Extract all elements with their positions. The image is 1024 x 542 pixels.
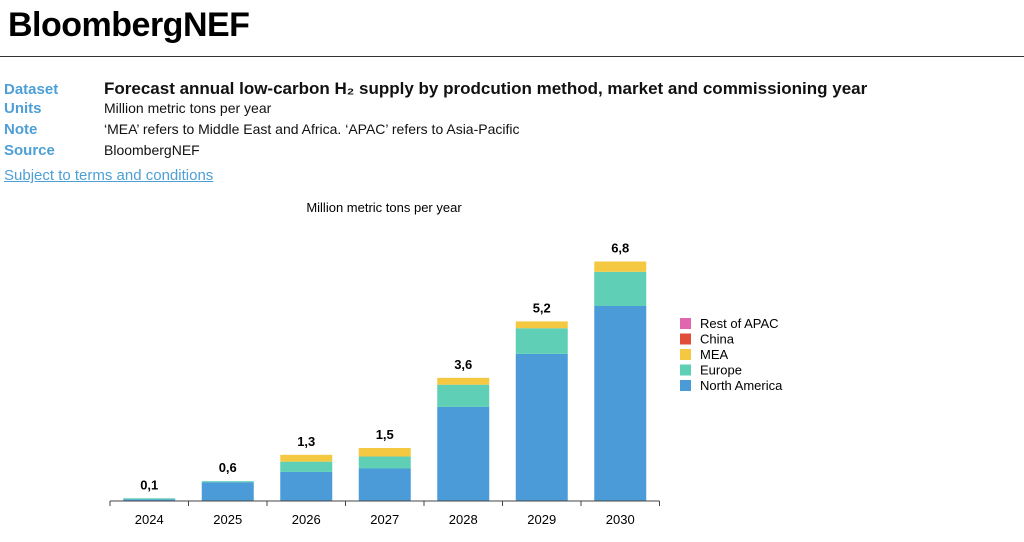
bar-mea-2029: [515, 321, 568, 329]
bar-mea-2030: [594, 261, 647, 272]
total-label-2026: 1,3: [297, 434, 315, 449]
dataset-title: Forecast annual low-carbon H₂ supply by …: [104, 79, 868, 98]
total-label-2025: 0,6: [219, 460, 237, 475]
note-value: ‘MEA’ refers to Middle East and Africa. …: [104, 121, 520, 137]
total-label-2030: 6,8: [611, 241, 629, 256]
chart-title: Million metric tons per year: [306, 200, 462, 215]
total-labels: 0,1 0,6 1,3 1,5 3,6 5,2 6,8: [140, 241, 629, 493]
units-key: Units: [4, 100, 42, 117]
bar-north-america-2030: [594, 306, 647, 501]
legend-label-europe: Europe: [700, 363, 742, 378]
bar-europe-2024: [123, 498, 176, 500]
note-row: Note ‘MEA’ refers to Middle East and Afr…: [4, 121, 1014, 142]
bar-north-america-2026: [280, 471, 333, 501]
bar-north-america-2028: [437, 406, 490, 501]
bar-mea-2026: [280, 454, 333, 462]
x-tick-label-2024: 2024: [135, 512, 164, 527]
bars-group: [123, 261, 647, 501]
legend-swatch-china: [680, 333, 691, 345]
x-tick-label-2025: 2025: [213, 512, 242, 527]
bar-europe-2025: [201, 481, 254, 483]
x-tick-label-2028: 2028: [449, 512, 478, 527]
source-value: BloombergNEF: [104, 142, 200, 158]
units-row: Units Million metric tons per year: [4, 100, 1014, 121]
bar-north-america-2027: [358, 468, 411, 501]
bar-europe-2026: [280, 461, 333, 472]
x-tick-label-2027: 2027: [370, 512, 399, 527]
dataset-key: Dataset: [4, 81, 59, 98]
legend-label-rest-of-apac: Rest of APAC: [700, 316, 779, 331]
x-tick-label-2029: 2029: [527, 512, 556, 527]
legend-label-mea: MEA: [700, 347, 729, 362]
x-axis-ticks: 2024 2025 2026 2027 2028 2029 2030: [109, 501, 660, 527]
bar-north-america-2025: [201, 482, 254, 501]
note-key: Note: [4, 121, 38, 138]
header-divider: [0, 56, 1024, 57]
dataset-metadata: Dataset Forecast annual low-carbon H₂ su…: [4, 79, 1014, 163]
bar-mea-2028: [437, 377, 490, 385]
total-label-2024: 0,1: [140, 477, 158, 492]
legend-swatch-north-america: [680, 380, 691, 391]
total-label-2028: 3,6: [454, 357, 472, 372]
legend-swatch-europe: [680, 364, 691, 376]
bar-mea-2027: [358, 447, 411, 457]
bar-europe-2029: [515, 328, 568, 354]
x-tick-label-2030: 2030: [606, 512, 635, 527]
bar-europe-2028: [437, 384, 490, 407]
dataset-row: Dataset Forecast annual low-carbon H₂ su…: [4, 79, 1014, 100]
x-tick-label-2026: 2026: [292, 512, 321, 527]
bar-north-america-2029: [515, 353, 568, 501]
legend-label-china: China: [700, 332, 735, 347]
total-label-2029: 5,2: [533, 300, 551, 315]
bloombergnef-logo: BloombergNEF: [8, 6, 250, 44]
bar-europe-2030: [594, 271, 647, 306]
source-row: Source BloombergNEF: [4, 142, 1014, 163]
supply-chart: Million metric tons per year 2024 2025 202…: [109, 200, 783, 527]
legend-swatch-mea: [680, 349, 691, 360]
source-key: Source: [4, 142, 55, 159]
total-label-2027: 1,5: [376, 427, 394, 442]
legend-swatch-rest-of-apac: [680, 318, 691, 329]
terms-link[interactable]: Subject to terms and conditions: [4, 167, 214, 184]
units-value: Million metric tons per year: [104, 100, 272, 116]
bar-north-america-2024: [123, 499, 176, 501]
legend-label-north-america: North America: [700, 378, 783, 393]
bar-europe-2027: [358, 456, 411, 469]
